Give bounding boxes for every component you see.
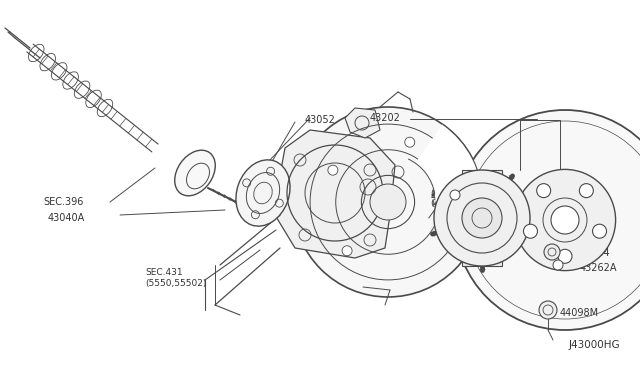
Text: 43084: 43084 (580, 248, 611, 258)
Circle shape (515, 169, 616, 270)
Circle shape (553, 260, 563, 270)
Ellipse shape (175, 150, 215, 196)
Text: 43052: 43052 (305, 115, 336, 125)
Circle shape (244, 206, 256, 218)
Text: 43222: 43222 (468, 178, 499, 188)
Text: SEC.396: SEC.396 (43, 197, 83, 207)
Circle shape (539, 301, 557, 319)
Circle shape (370, 184, 406, 220)
Circle shape (524, 224, 538, 238)
Text: SEC.441
(44020(RH)
(44030(LH): SEC.441 (44020(RH) (44030(LH) (431, 178, 483, 208)
Circle shape (462, 198, 502, 238)
Text: 43202: 43202 (370, 113, 401, 123)
Text: SEC.431
(5550,55502): SEC.431 (5550,55502) (145, 268, 206, 288)
Text: 44098M: 44098M (560, 308, 599, 318)
Circle shape (342, 246, 352, 256)
Circle shape (450, 190, 460, 200)
Circle shape (558, 249, 572, 263)
Polygon shape (275, 130, 395, 258)
Circle shape (328, 165, 338, 175)
Text: 43262A: 43262A (580, 263, 618, 273)
Polygon shape (462, 170, 502, 266)
Circle shape (404, 137, 415, 147)
Text: 43207: 43207 (430, 192, 461, 202)
Polygon shape (345, 108, 380, 138)
Wedge shape (415, 124, 483, 202)
Circle shape (455, 110, 640, 330)
Text: J43000HG: J43000HG (568, 340, 620, 350)
Ellipse shape (236, 160, 290, 226)
Text: 43040A: 43040A (48, 213, 85, 223)
Circle shape (551, 206, 579, 234)
Circle shape (434, 170, 530, 266)
Circle shape (537, 184, 550, 198)
Circle shape (593, 224, 607, 238)
Circle shape (544, 244, 560, 260)
Circle shape (293, 107, 483, 297)
Circle shape (579, 184, 593, 198)
Text: SEC.441
(44020(RH)
(44030(LH): SEC.441 (44020(RH) (44030(LH) (430, 178, 482, 208)
